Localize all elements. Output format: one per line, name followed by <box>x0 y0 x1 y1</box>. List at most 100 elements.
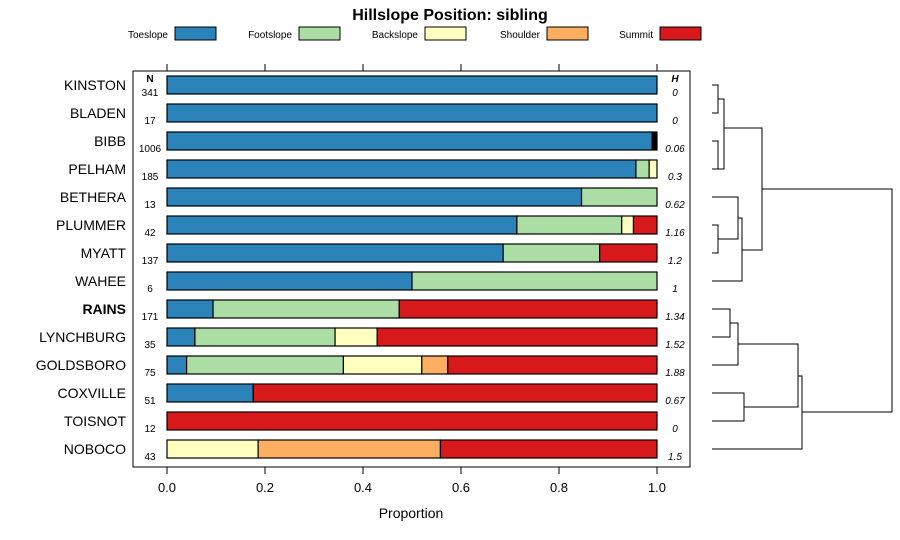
legend-label: Shoulder <box>500 30 541 41</box>
bar-segment <box>516 215 623 235</box>
bar-segment <box>447 355 658 375</box>
bar-segment <box>166 327 196 347</box>
bar-segment <box>502 243 601 263</box>
n-value: 35 <box>144 340 156 351</box>
n-value: 17 <box>144 116 156 127</box>
h-value: 1 <box>672 284 678 295</box>
legend-label: Summit <box>619 30 653 41</box>
dendrogram-link <box>762 188 893 413</box>
bar-segment <box>186 355 345 375</box>
h-value: 0 <box>672 116 678 127</box>
row-label: KINSTON <box>64 77 126 93</box>
n-column-header: N <box>146 74 153 85</box>
n-value: 43 <box>144 452 156 463</box>
bar-row: BLADEN 17 0 <box>70 103 678 127</box>
bar-segment <box>257 439 442 459</box>
row-label: NOBOCO <box>64 441 126 457</box>
bar-segment <box>439 439 658 459</box>
h-value: 1.16 <box>665 228 685 239</box>
bar-segment <box>411 271 658 291</box>
bar-segment <box>166 215 518 235</box>
bar-segment <box>166 439 259 459</box>
x-tick-label: 0.6 <box>452 480 470 495</box>
bar-segment <box>632 215 658 235</box>
legend-label: Toeslope <box>128 30 168 41</box>
n-value: 12 <box>144 424 156 435</box>
n-value: 75 <box>144 368 156 379</box>
dendrogram-link <box>712 322 739 366</box>
bar-segment <box>599 243 658 263</box>
n-value: 13 <box>144 200 156 211</box>
bar-segment <box>166 383 254 403</box>
bar-segment <box>252 383 658 403</box>
top-axis-ticks <box>166 64 658 71</box>
bar-segment <box>166 243 504 263</box>
bar-segment <box>421 355 449 375</box>
bar-row: BETHERA 13 0.62 <box>60 187 685 211</box>
bar-row: LYNCHBURG 35 1.52 <box>39 327 685 351</box>
x-axis: 0.0 0.2 0.4 0.6 0.8 1.0 Proportion <box>158 467 666 521</box>
row-label: RAINS <box>82 301 126 317</box>
chart-title: Hillslope Position: sibling <box>352 7 548 24</box>
n-value: 6 <box>147 284 153 295</box>
dendrogram-link <box>712 375 803 450</box>
legend-label: Backslope <box>372 30 419 41</box>
h-value: 1.88 <box>665 368 685 379</box>
bar-segment <box>334 327 378 347</box>
x-tick-label: 0.0 <box>158 480 176 495</box>
bar-row: RAINS 171 1.34 <box>82 299 685 323</box>
h-value: 0 <box>672 424 678 435</box>
row-label: PLUMMER <box>56 217 126 233</box>
h-value: 0.62 <box>665 200 685 211</box>
bar-row: GOLDSBORO 75 1.88 <box>36 355 685 379</box>
n-value: 42 <box>144 228 156 239</box>
bar-segment <box>166 187 583 207</box>
bar-segment <box>166 411 658 431</box>
row-label: BIBB <box>94 133 126 149</box>
row-label: TOISNOT <box>64 413 126 429</box>
bar-row: NOBOCO 43 1.5 <box>64 439 682 463</box>
n-value: 341 <box>142 88 159 99</box>
bar-row: MYATT 137 1.2 <box>81 243 682 267</box>
dendrogram <box>712 84 893 450</box>
h-value: 1.34 <box>665 312 685 323</box>
bar-row: KINSTON 341 0 <box>64 75 678 99</box>
row-label: WAHEE <box>75 273 126 289</box>
row-label: PELHAM <box>68 161 126 177</box>
n-value: 171 <box>142 312 159 323</box>
dendrogram-link <box>724 127 763 251</box>
x-axis-label: Proportion <box>379 505 444 521</box>
row-label: BETHERA <box>60 189 127 205</box>
dendrogram-link <box>712 196 739 240</box>
bar-segment <box>635 159 650 179</box>
x-tick-label: 0.8 <box>550 480 568 495</box>
bar-segment <box>194 327 336 347</box>
bar-segment <box>166 299 214 319</box>
bar-segment <box>398 299 658 319</box>
bar-segment <box>376 327 658 347</box>
n-value: 51 <box>144 396 156 407</box>
dendrogram-link <box>712 392 745 422</box>
row-label: BLADEN <box>70 105 126 121</box>
bar-segment <box>651 131 658 151</box>
x-tick-label: 0.2 <box>256 480 274 495</box>
bar-row: PLUMMER 42 1.16 <box>56 215 685 239</box>
bar-segment <box>166 271 413 291</box>
dendrogram-link <box>738 343 799 408</box>
dendrogram-link <box>712 84 719 114</box>
bar-segment <box>621 215 635 235</box>
h-value: 1.2 <box>668 256 682 267</box>
legend-swatch <box>546 26 589 41</box>
bar-row: WAHEE 6 1 <box>75 271 678 295</box>
legend-swatch <box>174 26 217 41</box>
bar-segment <box>166 131 653 151</box>
bar-segment <box>342 355 423 375</box>
bar-segment <box>648 159 658 179</box>
row-label: MYATT <box>81 245 127 261</box>
bar-rows: KINSTON 341 0 BLADEN 17 0 BIBB 1006 0.06 PELHAM 18… <box>36 75 685 463</box>
bar-segment <box>580 187 658 207</box>
h-value: 1.52 <box>665 340 685 351</box>
bar-segment <box>166 75 658 95</box>
legend-swatch <box>659 26 702 41</box>
